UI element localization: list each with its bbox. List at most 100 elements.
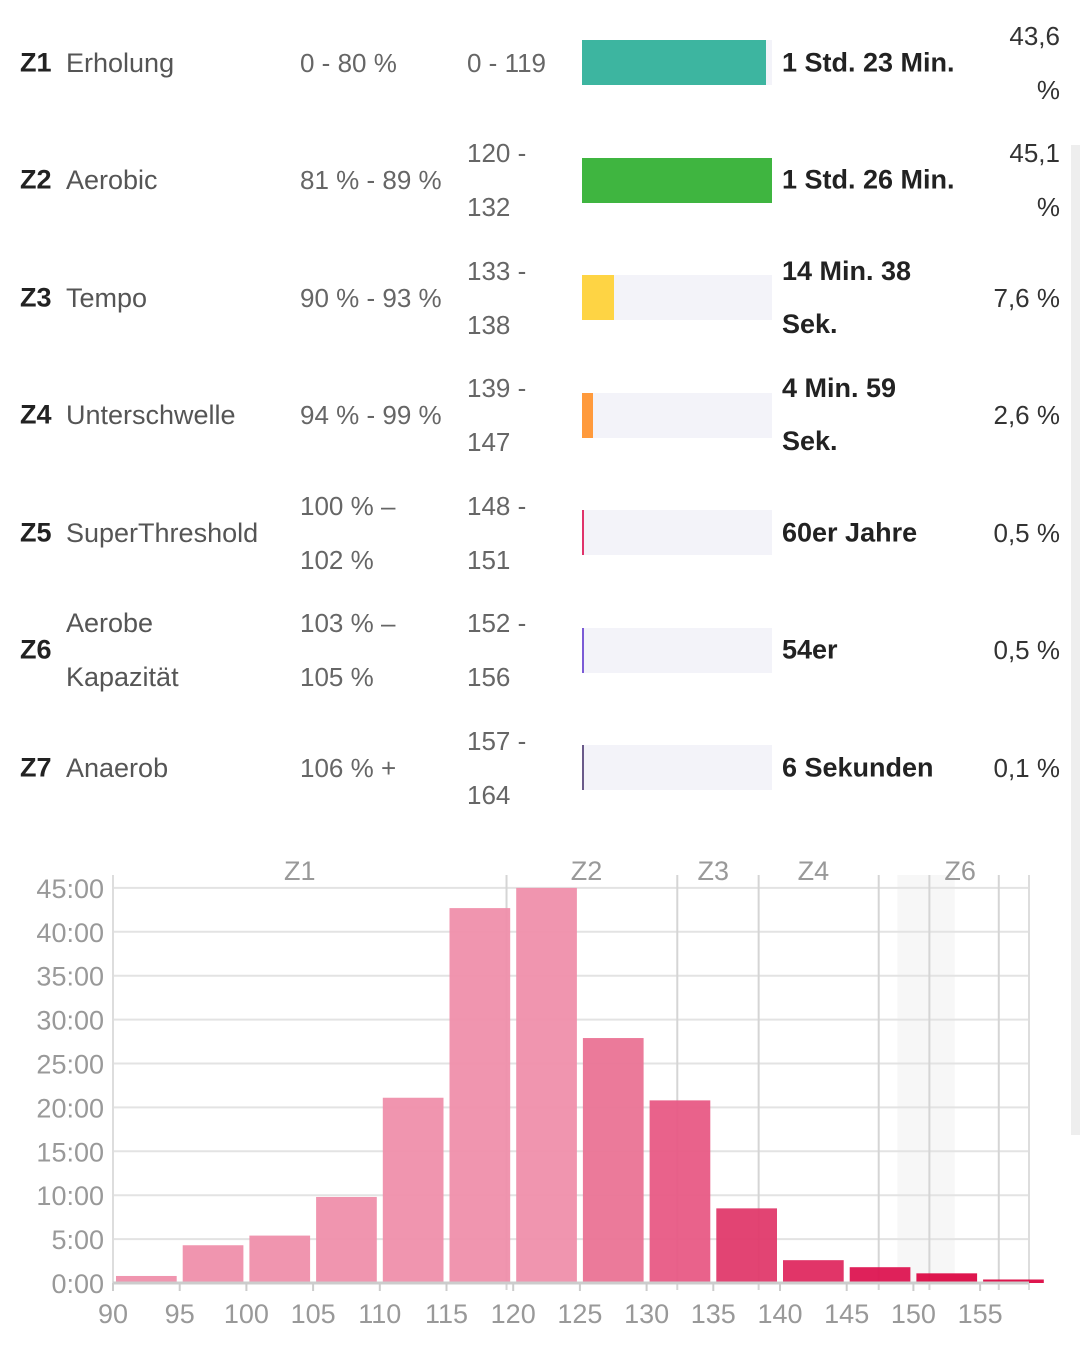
y-tick-label: 0:00: [51, 1269, 104, 1299]
x-tick-label: 100: [224, 1299, 269, 1329]
zone-time: 54er: [782, 634, 838, 665]
zone-percent-range: 103 % – 105 %: [300, 608, 396, 692]
y-tick-label: 45:00: [36, 874, 104, 904]
zone-percent-range: 100 % – 102 %: [300, 490, 396, 575]
histogram-bar: [916, 1273, 978, 1283]
histogram-bar: [316, 1196, 377, 1283]
zone-id: Z3: [20, 282, 52, 312]
y-tick-label: 35:00: [36, 962, 104, 992]
zone-label: Z3: [698, 856, 730, 886]
zone-row: Z2 Aerobic 81 % - 89 % 120 - 132 1 Std. …: [0, 122, 1070, 239]
y-tick-label: 40:00: [36, 918, 104, 948]
zone-bar-fill: [582, 40, 767, 85]
zone-name: Tempo: [66, 282, 148, 313]
zone-bpm-range: 157 - 164: [467, 725, 527, 810]
histogram-bar: [716, 1208, 777, 1283]
zone-percent-range: 106 % +: [300, 752, 397, 783]
zone-bar-fill: [582, 275, 615, 320]
zone-bar: [582, 510, 772, 555]
zone-row: Z3 Tempo 90 % - 93 % 133 - 138 14 Min. 3…: [0, 239, 1070, 356]
y-tick-label: 5:00: [51, 1225, 104, 1255]
histogram-chart: 0:00 5:00 10:00 15:00 20:00 25:00 30:00 35:00 40…: [36, 856, 1044, 1329]
zone-row: Z6 Aerobe Kapazität 103 % – 105 % 152 - …: [0, 592, 1070, 709]
histogram-bar: [182, 1245, 244, 1283]
histogram-bar: [116, 1275, 177, 1283]
zone-name: Anaerob: [66, 752, 169, 783]
zone-label: Z6: [944, 856, 976, 886]
zone-id: Z2: [20, 164, 52, 195]
x-tick-label: 135: [691, 1299, 736, 1329]
x-tick-label: 150: [891, 1299, 936, 1329]
x-tick-label: 130: [624, 1299, 669, 1329]
zone-bar: [582, 745, 772, 790]
histogram-bar: [649, 1100, 711, 1283]
y-tick-label: 20:00: [36, 1093, 104, 1123]
zone-time: 14 Min. 38 Sek.: [782, 255, 912, 339]
zone-id: Z7: [20, 752, 52, 782]
zone-bar-fill: [582, 157, 772, 203]
x-tick-label: 140: [757, 1299, 802, 1329]
zone-bar: [582, 627, 772, 673]
zone-bar: [582, 40, 772, 85]
zone-id: Z5: [20, 517, 52, 547]
zone-time: 1 Std. 26 Min.: [782, 164, 955, 195]
y-tick-label: 25:00: [36, 1050, 104, 1080]
zone-label: Z2: [571, 856, 603, 886]
x-tick-label: 120: [491, 1299, 536, 1329]
zone-bpm-range: 0 - 119: [467, 47, 547, 78]
zone-bar: [582, 392, 772, 438]
zone-percent-range: 0 - 80 %: [300, 47, 397, 78]
zone-id: Z4: [20, 399, 52, 430]
zone-share: 0,5 %: [993, 517, 1061, 548]
zone-time: 6 Sekunden: [782, 752, 934, 782]
x-tick-label: 155: [958, 1299, 1003, 1329]
y-tick-label: 15:00: [36, 1137, 104, 1167]
zone-name: Aerobic: [66, 165, 158, 195]
zone-time: 1 Std. 23 Min.: [782, 47, 955, 77]
zone-label: Z4: [798, 856, 830, 886]
zone-name: Erholung: [66, 47, 175, 78]
x-tick-label: 95: [165, 1299, 195, 1329]
zone-share: 0,5 %: [993, 635, 1061, 665]
zone-bar: [582, 157, 772, 203]
zone-bar-fill: [582, 392, 594, 438]
zone-time: 60er Jahre: [782, 517, 918, 547]
zone-name: SuperThreshold: [66, 517, 259, 548]
x-tick-label: 110: [358, 1299, 401, 1329]
zone-bpm-range: 152 - 156: [467, 608, 527, 692]
zone-row: Z4 Unterschwelle 94 % - 99 % 139 - 147 4…: [0, 357, 1070, 474]
zone-time: 4 Min. 59 Sek.: [782, 373, 897, 456]
zone-bar-fill: [582, 745, 584, 790]
x-tick-label: 115: [425, 1299, 468, 1329]
x-tick-label: 90: [98, 1299, 128, 1329]
zone-name: Unterschwelle: [66, 400, 236, 430]
zone-bar-fill: [582, 627, 585, 673]
zone-bpm-range: 133 - 138: [467, 255, 527, 340]
zone-share: 7,6 %: [993, 282, 1061, 313]
scrollbar[interactable]: [1071, 145, 1080, 1135]
histogram-bar: [582, 1038, 644, 1283]
y-tick-label: 10:00: [36, 1181, 104, 1211]
zone-row: Z7 Anaerob 106 % + 157 - 164 6 Sekunden …: [0, 709, 1070, 826]
histogram-bar: [382, 1097, 444, 1283]
zone-bar-fill: [582, 510, 585, 555]
zone-share: 45,1 %: [1009, 138, 1060, 222]
histogram-bar: [849, 1267, 911, 1283]
zone-percent-range: 90 % - 93 %: [300, 282, 442, 313]
zone-share: 43,6 %: [1009, 20, 1060, 105]
highlight-band: [897, 875, 955, 1283]
x-tick-label: 105: [291, 1299, 336, 1329]
x-tick-label: 145: [824, 1299, 869, 1329]
histogram-bar: [983, 1279, 1044, 1283]
y-tick-label: 30:00: [36, 1006, 104, 1036]
zone-id: Z1: [20, 47, 52, 77]
zone-label: Z1: [284, 856, 316, 886]
zone-share: 2,6 %: [993, 400, 1061, 430]
zone-percent-range: 81 % - 89 %: [300, 165, 442, 195]
zone-bpm-range: 120 - 132: [467, 138, 527, 222]
zone-row: Z5 SuperThreshold 100 % – 102 % 148 - 15…: [0, 474, 1070, 591]
histogram-bar: [449, 908, 511, 1283]
zone-name: Aerobe Kapazität: [66, 608, 179, 692]
zone-bpm-range: 148 - 151: [467, 490, 527, 575]
zone-bpm-range: 139 - 147: [467, 373, 527, 457]
